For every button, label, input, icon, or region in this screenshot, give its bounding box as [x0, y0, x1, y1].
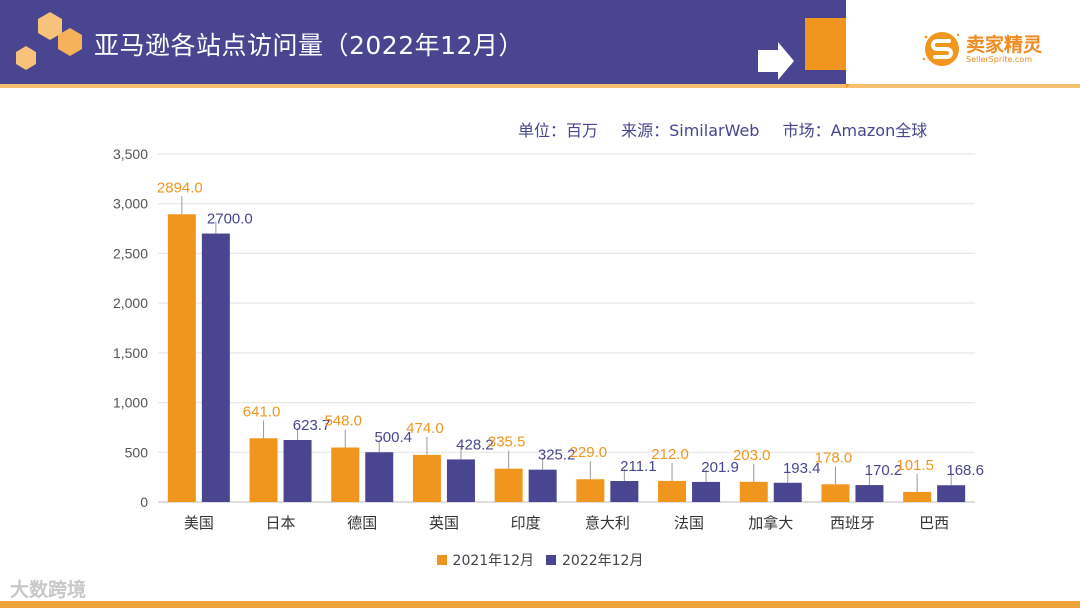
legend-swatch-2021: [436, 555, 447, 565]
data-label: 193.4: [783, 460, 821, 477]
bar: [821, 484, 850, 502]
bar: [937, 485, 966, 502]
page-title: 亚马逊各站点访问量（2022年12月）: [94, 31, 524, 60]
y-tick-label: 3,000: [113, 196, 148, 212]
data-label: 170.2: [865, 462, 903, 479]
x-tick-label: 意大利: [585, 514, 630, 532]
x-tick-label: 西班牙: [830, 514, 875, 532]
bar: [903, 491, 932, 502]
data-label: 101.5: [896, 457, 934, 474]
bar: [446, 459, 475, 502]
data-label: 335.5: [488, 434, 526, 451]
data-label: 428.2: [456, 436, 494, 453]
bar: [167, 214, 196, 502]
logo-panel: [846, 0, 1080, 84]
bar: [528, 469, 557, 502]
data-label: 548.0: [324, 413, 362, 430]
bar: [739, 481, 768, 502]
bar: [494, 468, 523, 502]
x-tick-label: 法国: [674, 514, 704, 532]
sellersprite-logo-icon: [922, 32, 960, 66]
y-tick-label: 0: [140, 494, 148, 510]
x-tick-label: 印度: [511, 514, 541, 532]
bar: [773, 482, 802, 502]
data-label: 623.7: [293, 417, 331, 434]
bar: [855, 485, 884, 502]
data-label: 2894.0: [157, 179, 203, 196]
market-label: 市场：Amazon全球: [782, 121, 928, 140]
bar: [692, 481, 721, 502]
chart-meta-row: 单位：百万 来源：SimilarWeb 市场：Amazon全球: [518, 117, 945, 141]
legend-item-2022: 2022年12月: [546, 550, 643, 570]
data-label: 474.0: [406, 420, 444, 437]
header-divider: [0, 84, 1080, 88]
bar: [610, 481, 639, 502]
data-label: 325.2: [538, 447, 576, 464]
hexagon-decoration-icon: [16, 12, 82, 70]
data-label: 641.0: [243, 403, 281, 420]
bar: [412, 454, 441, 502]
source-label: 来源：SimilarWeb: [621, 121, 760, 140]
y-tick-label: 2,000: [113, 295, 148, 311]
logo-name: 卖家精灵: [966, 34, 1043, 56]
data-label: 2700.0: [207, 211, 253, 228]
unit-label: 单位：百万: [518, 121, 599, 140]
legend-label-2022: 2022年12月: [562, 553, 644, 569]
x-tick-label: 巴西: [919, 514, 949, 532]
y-tick-label: 2,500: [113, 245, 148, 261]
watermark: 大数跨境: [10, 579, 87, 601]
x-tick-label: 日本: [266, 514, 296, 532]
bar: [331, 447, 360, 502]
y-tick-label: 3,500: [113, 146, 148, 162]
footer-bar: [0, 601, 1080, 608]
bar: [249, 438, 278, 502]
data-label: 229.0: [570, 444, 608, 461]
bar: [365, 452, 394, 502]
data-label: 178.0: [815, 449, 853, 466]
x-tick-label: 美国: [184, 514, 214, 532]
logo-url: SellerSprite.com: [966, 55, 1033, 64]
x-tick-label: 德国: [347, 514, 377, 532]
bar: [576, 479, 605, 502]
y-tick-label: 1,500: [113, 345, 148, 361]
bar: [283, 439, 312, 502]
bar: [201, 233, 230, 503]
data-label: 203.0: [733, 447, 771, 464]
x-tick-label: 加拿大: [748, 514, 793, 532]
data-label: 500.4: [374, 429, 412, 446]
bar: [658, 480, 687, 502]
chart-legend: 2021年12月 2022年12月: [0, 550, 1080, 570]
data-label: 201.9: [701, 459, 739, 476]
legend-swatch-2022: [546, 555, 556, 565]
y-tick-label: 500: [125, 444, 149, 460]
x-tick-label: 英国: [429, 514, 459, 532]
data-label: 211.1: [620, 458, 656, 475]
data-label: 212.0: [651, 446, 689, 463]
legend-label-2021: 2021年12月: [452, 553, 534, 569]
y-tick-label: 1,000: [113, 395, 148, 411]
legend-item-2021: 2021年12月: [436, 550, 534, 570]
data-label: 168.6: [946, 462, 984, 479]
